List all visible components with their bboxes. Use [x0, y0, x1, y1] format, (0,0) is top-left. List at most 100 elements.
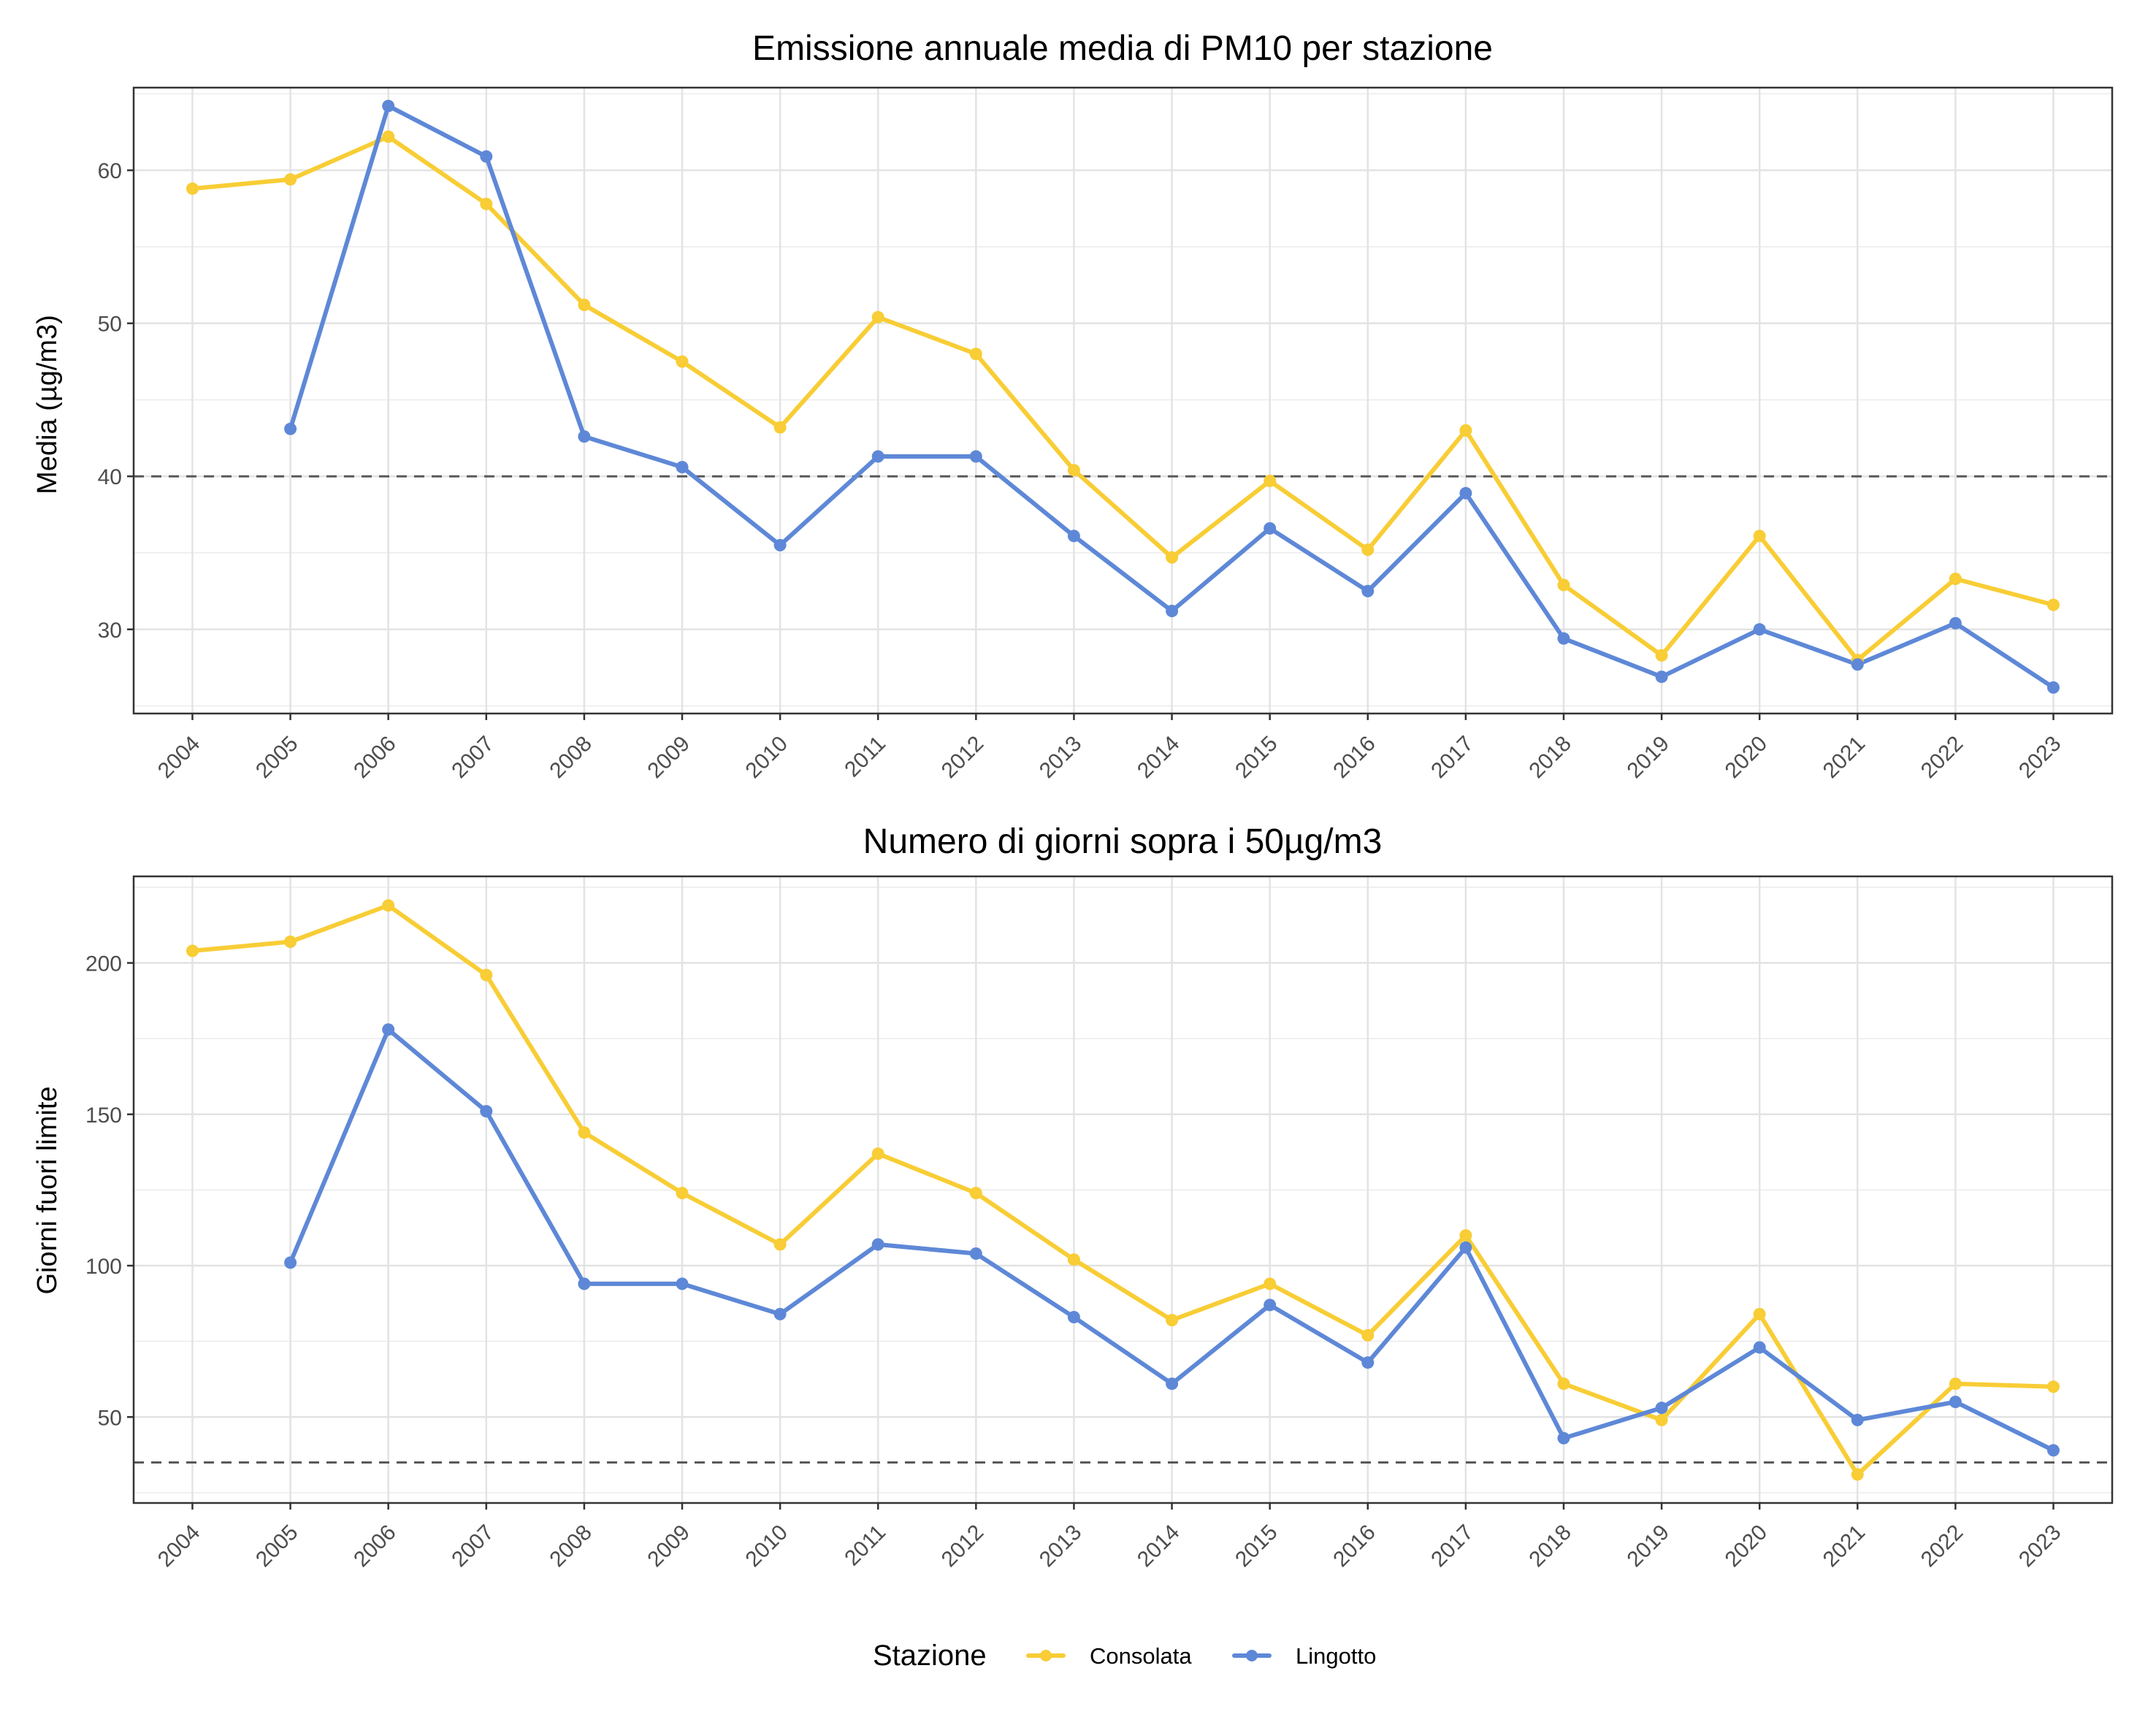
data-point-consolata	[1753, 529, 1766, 543]
series-line-consolata	[190, 903, 2056, 1477]
data-point-lingotto	[480, 1105, 493, 1118]
data-point-consolata	[284, 173, 297, 186]
data-point-consolata	[1459, 1229, 1472, 1242]
data-point-lingotto	[1753, 623, 1766, 636]
data-point-consolata	[578, 1126, 591, 1139]
data-point-lingotto	[871, 450, 884, 463]
data-point-consolata	[969, 348, 982, 361]
data-point-consolata	[578, 299, 591, 311]
data-point-consolata	[1166, 551, 1179, 564]
y-tick-label: 30	[98, 619, 122, 643]
data-point-lingotto	[676, 461, 689, 474]
y-tick-label: 60	[98, 159, 122, 183]
data-point-lingotto	[1166, 1377, 1179, 1391]
data-point-consolata	[773, 421, 787, 434]
data-point-consolata	[1459, 424, 1472, 437]
legend: Stazione Consolata Lingotto	[873, 1640, 1376, 1672]
data-point-lingotto	[2047, 1444, 2060, 1457]
data-point-lingotto	[1557, 1431, 1570, 1445]
data-point-consolata	[1851, 1468, 1864, 1481]
data-point-lingotto	[382, 1023, 395, 1036]
data-point-lingotto	[969, 1247, 982, 1260]
data-point-lingotto	[1557, 632, 1570, 645]
data-point-consolata	[969, 1187, 982, 1200]
data-point-consolata	[382, 899, 395, 912]
data-point-consolata	[1557, 578, 1570, 592]
data-point-lingotto	[773, 539, 787, 551]
data-point-lingotto	[1264, 522, 1277, 535]
data-point-lingotto	[1949, 1396, 1962, 1409]
data-point-lingotto	[1655, 1401, 1668, 1415]
data-point-consolata	[871, 1147, 884, 1160]
series-line-consolata	[190, 134, 2056, 662]
data-point-lingotto	[578, 1277, 591, 1290]
data-point-consolata	[773, 1238, 787, 1251]
data-point-lingotto	[676, 1277, 689, 1290]
legend-label-lingotto: Lingotto	[1296, 1643, 1376, 1669]
data-point-consolata	[1361, 1328, 1375, 1342]
data-point-lingotto	[284, 422, 297, 435]
y-tick-label: 150	[85, 1104, 122, 1128]
legend-title: Stazione	[873, 1640, 987, 1672]
data-point-consolata	[1264, 1277, 1277, 1290]
data-point-consolata	[1361, 543, 1375, 556]
data-point-lingotto	[1361, 1356, 1375, 1369]
data-point-consolata	[676, 355, 689, 368]
data-point-lingotto	[382, 99, 395, 112]
data-point-lingotto	[578, 430, 591, 443]
data-point-consolata	[1067, 464, 1080, 477]
legend-label-consolata: Consolata	[1090, 1643, 1192, 1669]
legend-key-point-consolata	[1040, 1650, 1052, 1661]
data-point-lingotto	[1459, 486, 1472, 500]
y-tick-label: 100	[85, 1255, 122, 1279]
y-axis-label: Media (µg/m3)	[32, 315, 63, 494]
y-tick-label: 40	[98, 465, 122, 489]
data-point-consolata	[676, 1187, 689, 1200]
data-point-consolata	[186, 182, 199, 195]
data-point-consolata	[1655, 649, 1668, 662]
data-point-consolata	[1067, 1253, 1080, 1266]
data-point-lingotto	[773, 1307, 787, 1320]
data-point-consolata	[871, 310, 884, 324]
legend-item-consolata: Consolata	[1026, 1643, 1192, 1669]
data-point-consolata	[1655, 1413, 1668, 1426]
data-point-consolata	[2047, 598, 2060, 611]
data-point-lingotto	[1851, 1413, 1864, 1426]
panel-days-over-limit: Numero di giorni sopra i 50µg/m3 Giorni …	[32, 822, 2114, 1572]
chart-title: Numero di giorni sopra i 50µg/m3	[863, 822, 1383, 861]
panel-mean-pm10: Emissione annuale media di PM10 per staz…	[32, 29, 2114, 783]
data-point-consolata	[1949, 1377, 1962, 1391]
data-point-lingotto	[1361, 584, 1375, 597]
y-tick-label: 50	[98, 1406, 122, 1430]
data-point-lingotto	[1459, 1241, 1472, 1254]
data-point-consolata	[186, 944, 199, 957]
data-point-consolata	[2047, 1380, 2060, 1393]
data-point-lingotto	[969, 450, 982, 463]
data-point-lingotto	[480, 150, 493, 163]
data-point-consolata	[1264, 475, 1277, 487]
y-tick-label: 50	[98, 313, 122, 337]
data-point-consolata	[480, 197, 493, 210]
data-point-consolata	[1753, 1307, 1766, 1320]
data-point-lingotto	[2047, 681, 2060, 694]
panel-border	[132, 875, 2114, 1504]
data-point-lingotto	[1851, 658, 1864, 671]
data-point-consolata	[480, 968, 493, 982]
data-point-consolata	[382, 130, 395, 143]
data-point-lingotto	[1264, 1298, 1277, 1312]
data-point-lingotto	[1753, 1341, 1766, 1354]
data-point-lingotto	[1166, 605, 1179, 618]
legend-item-lingotto: Lingotto	[1232, 1643, 1376, 1669]
legend-key-point-lingotto	[1246, 1650, 1258, 1661]
data-point-consolata	[1166, 1314, 1179, 1327]
y-axis-label: Giorni fuori limite	[32, 1086, 63, 1294]
data-point-lingotto	[284, 1256, 297, 1269]
data-point-consolata	[1557, 1377, 1570, 1391]
data-point-consolata	[284, 936, 297, 948]
chart-title: Emissione annuale media di PM10 per staz…	[752, 29, 1493, 68]
data-point-lingotto	[1067, 1311, 1080, 1323]
